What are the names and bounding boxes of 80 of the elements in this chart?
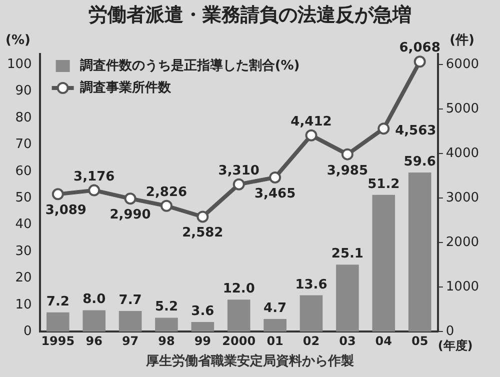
y2-tick-label: 6000 — [446, 57, 480, 72]
point — [232, 178, 245, 190]
y-tick-label: 30 — [15, 244, 32, 259]
bar — [300, 295, 323, 332]
bar — [227, 300, 250, 332]
y-tick-label: 60 — [15, 164, 32, 179]
y-tick-label: 100 — [6, 57, 32, 72]
data-label: 59.6 — [404, 154, 436, 170]
bar — [82, 310, 106, 332]
data-label: 12.0 — [222, 282, 255, 297]
data-label: 2,826 — [146, 184, 188, 200]
x-tick-label: 99 — [194, 334, 212, 348]
data-label: 3.6 — [191, 304, 214, 319]
data-label: 13.6 — [295, 277, 328, 292]
bar — [118, 311, 142, 332]
data-label: 6,068 — [399, 40, 440, 56]
bar — [336, 264, 359, 332]
x-tick-label: 05 — [411, 334, 428, 348]
x-tick-label: 01 — [266, 334, 284, 348]
data-label: 51.2 — [368, 176, 400, 192]
point — [414, 56, 426, 68]
data-label: 2,582 — [182, 226, 224, 241]
y-tick-label: 70 — [15, 137, 32, 152]
y2-tick-label: 0 — [446, 324, 454, 339]
x-tick-label: 02 — [302, 334, 320, 348]
legend-label: 調査事業所件数 — [80, 79, 172, 96]
data-label: 4,563 — [395, 124, 436, 139]
x-tick-label: 97 — [122, 334, 139, 348]
data-label: 8.0 — [82, 292, 106, 308]
bar — [408, 172, 432, 332]
point — [305, 129, 318, 142]
x-tick-label: 1995 — [41, 334, 75, 348]
data-label: 5.2 — [154, 300, 178, 315]
y-tick-label: 50 — [15, 190, 32, 206]
y-tick-label: 90 — [15, 84, 32, 99]
point — [378, 122, 390, 135]
data-label: 4,412 — [290, 114, 332, 130]
y2-tick-label: 4000 — [446, 146, 480, 162]
data-label: 3,985 — [326, 163, 368, 178]
legend-label: 調査件数のうち是正指導した割合(%) — [80, 57, 300, 74]
data-label: 2,990 — [110, 208, 151, 223]
point — [341, 148, 354, 160]
data-label: 25.1 — [331, 246, 364, 262]
y2-tick-label: 5000 — [446, 102, 480, 117]
data-label: 3,310 — [218, 163, 260, 178]
x-tick-label: 03 — [339, 334, 356, 348]
point — [160, 200, 172, 212]
point — [269, 171, 282, 184]
data-label: 7.7 — [118, 293, 142, 308]
point — [52, 188, 64, 200]
data-label: 4.7 — [264, 301, 287, 316]
data-label: 3,089 — [45, 203, 86, 218]
data-label: 3,176 — [74, 169, 115, 184]
y-tick-label: 20 — [15, 270, 32, 286]
x-axis-title: (年度) — [438, 338, 473, 353]
bar — [155, 318, 178, 332]
data-label: 7.2 — [46, 294, 70, 310]
point — [124, 192, 136, 205]
x-tick-label: 2000 — [222, 334, 256, 348]
y-axis-title: (%) — [6, 33, 30, 48]
y-tick-label: 0 — [24, 324, 32, 339]
bar — [46, 312, 70, 332]
x-tick-label: 98 — [158, 334, 175, 348]
bar — [264, 319, 286, 332]
y-tick-label: 10 — [15, 297, 32, 312]
y2-axis-title: (件) — [450, 33, 474, 48]
y-tick-label: 40 — [15, 217, 32, 232]
y2-tick-label: 1000 — [446, 279, 480, 294]
text: 厚生労働省職業安定局資料から作製 — [145, 352, 355, 370]
y2-tick-label: 3000 — [446, 190, 480, 206]
y2-tick-label: 2000 — [446, 235, 480, 250]
data-label: 3,465 — [254, 186, 296, 202]
x-tick-label: 96 — [86, 334, 102, 348]
bar — [191, 322, 214, 332]
chart-title: 労働者派遣・業務請負の法違反が急増 — [88, 3, 412, 28]
point — [88, 184, 100, 196]
point — [196, 210, 209, 223]
y-tick-label: 80 — [15, 110, 32, 126]
bar — [372, 194, 396, 332]
x-tick-label: 04 — [375, 334, 392, 348]
